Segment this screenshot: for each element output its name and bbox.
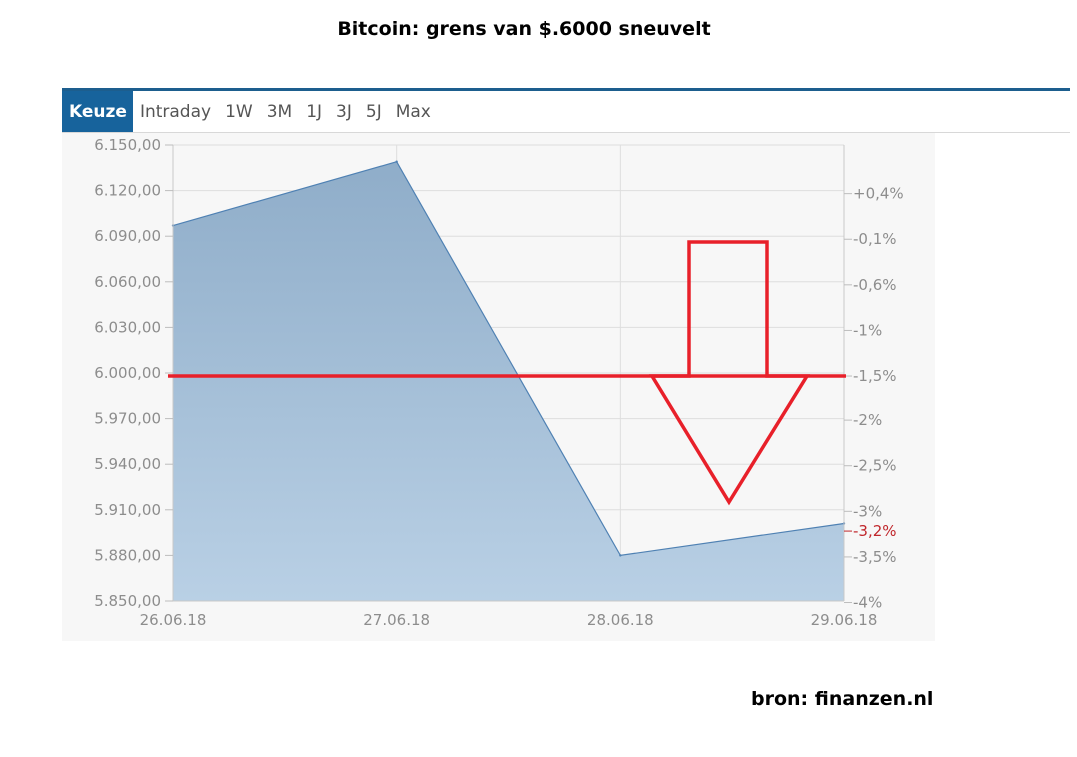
tab-5j[interactable]: 5J — [365, 101, 382, 122]
y2-tick-label: +0,4% — [853, 185, 904, 203]
y2-tick-label: -0,6% — [853, 276, 897, 294]
source-label: bron: finanzen.nl — [751, 688, 934, 710]
tab-3j[interactable]: 3J — [336, 101, 352, 122]
last-value-label: -3,2% — [853, 522, 897, 540]
y-tick-label: 6.030,00 — [94, 318, 161, 336]
tab-keuze[interactable]: Keuze — [62, 91, 133, 132]
chart-title: Bitcoin: grens van $.6000 sneuvelt — [337, 18, 711, 40]
tab-3m[interactable]: 3M — [266, 101, 293, 122]
x-tick-label: 27.06.18 — [363, 611, 430, 629]
y2-tick-label: -2,5% — [853, 457, 897, 475]
down-arrow-icon — [648, 240, 811, 506]
chart-area: 5.850,00 5.880,00 5.910,00 5.940,00 5.970,00… — [62, 133, 935, 641]
y-tick-label: 5.880,00 — [94, 546, 161, 564]
y2-tick-label: -1,5% — [853, 367, 897, 385]
tab-1w[interactable]: 1W — [225, 101, 253, 122]
data-point — [395, 160, 398, 163]
y2-tick-label: -3% — [853, 502, 882, 520]
y-tick-label: 5.850,00 — [94, 592, 161, 610]
price-chart: 5.850,00 5.880,00 5.910,00 5.940,00 5.970,00… — [94, 136, 904, 629]
y-tick-label: 5.970,00 — [94, 410, 161, 428]
y-tick-label: 5.910,00 — [94, 501, 161, 519]
y-tick-label: 6.000,00 — [94, 364, 161, 382]
y2-tick-label: -0,1% — [853, 230, 897, 248]
y-tick-label: 6.150,00 — [94, 136, 161, 154]
price-area — [173, 161, 844, 601]
x-tick-label: 29.06.18 — [811, 611, 878, 629]
x-tick-label: 26.06.18 — [140, 611, 207, 629]
data-point — [619, 554, 622, 557]
period-tabs: Keuze Intraday 1W 3M 1J 3J 5J Max — [62, 91, 1070, 132]
price-line — [172, 161, 845, 557]
chart-toolbar: Keuze Intraday 1W 3M 1J 3J 5J Max — [62, 88, 1070, 133]
tab-max[interactable]: Max — [395, 101, 431, 122]
y-tick-label: 6.090,00 — [94, 227, 161, 245]
y2-tick-label: -3,5% — [853, 548, 897, 566]
tab-1j[interactable]: 1J — [306, 101, 323, 122]
x-tick-label: 28.06.18 — [587, 611, 654, 629]
y-tick-label: 6.060,00 — [94, 273, 161, 291]
y2-tick-label: -4% — [853, 594, 882, 612]
y-tick-label: 6.120,00 — [94, 182, 161, 200]
y2-tick-label: -1% — [853, 321, 882, 339]
y-tick-label: 5.940,00 — [94, 455, 161, 473]
tab-intraday[interactable]: Intraday — [139, 101, 212, 122]
y2-tick-label: -2% — [853, 411, 882, 429]
